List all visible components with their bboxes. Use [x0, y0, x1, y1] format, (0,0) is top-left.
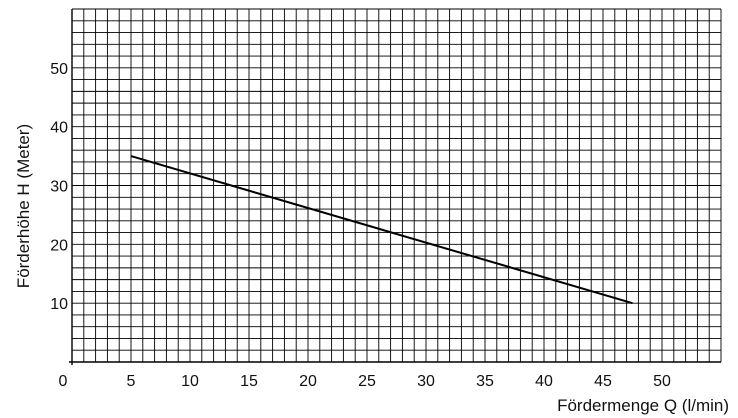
x-tick-label: 0 — [59, 373, 68, 390]
y-tick-label: 10 — [50, 296, 68, 313]
series — [130, 155, 633, 305]
y-tick-label: 20 — [50, 237, 68, 254]
x-tick-label: 5 — [127, 373, 136, 390]
y-tick-label: 40 — [50, 120, 68, 137]
x-tick-label: 40 — [535, 373, 553, 390]
x-tick-label: 35 — [476, 373, 494, 390]
y-tick-label: 30 — [50, 179, 68, 196]
tick-labels: 0 5 10 15 20 25 30 35 40 45 50 10 20 30 40 50 — [50, 61, 671, 390]
grid — [71, 8, 722, 363]
axes — [69, 9, 721, 365]
y-axis-label: Förderhöhe H (Meter) — [14, 124, 33, 288]
x-tick-label: 20 — [299, 373, 317, 390]
x-tick-label: 25 — [358, 373, 376, 390]
x-tick-label: 50 — [653, 373, 671, 390]
x-tick-label: 10 — [181, 373, 199, 390]
x-tick-label: 30 — [417, 373, 435, 390]
x-tick-label: 45 — [594, 373, 612, 390]
x-axis-label: Fördermenge Q (l/min) — [557, 396, 729, 415]
x-tick-label: 15 — [240, 373, 258, 390]
y-tick-label: 50 — [50, 61, 68, 78]
pump-curve-line — [130, 155, 633, 305]
